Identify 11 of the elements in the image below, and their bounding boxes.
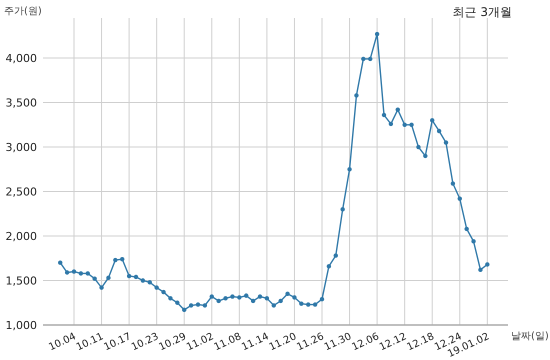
y-tick-label: 1,000 — [6, 319, 37, 332]
y-tick-label: 1,500 — [6, 274, 37, 288]
y-tick-label: 2,500 — [6, 186, 37, 199]
chart-title: 최근 3개월 — [452, 5, 512, 19]
y-tick-label: 3,500 — [6, 96, 37, 110]
y-tick-label: 2,000 — [6, 230, 37, 244]
y-tick-label: 4,000 — [6, 52, 37, 66]
y-tick-label: 3,000 — [6, 141, 37, 154]
x-axis-title: 날짜(일) — [511, 331, 549, 342]
y-axis-title: 주가(원) — [4, 6, 42, 17]
x-tick-label: 10.11 — [74, 331, 106, 354]
